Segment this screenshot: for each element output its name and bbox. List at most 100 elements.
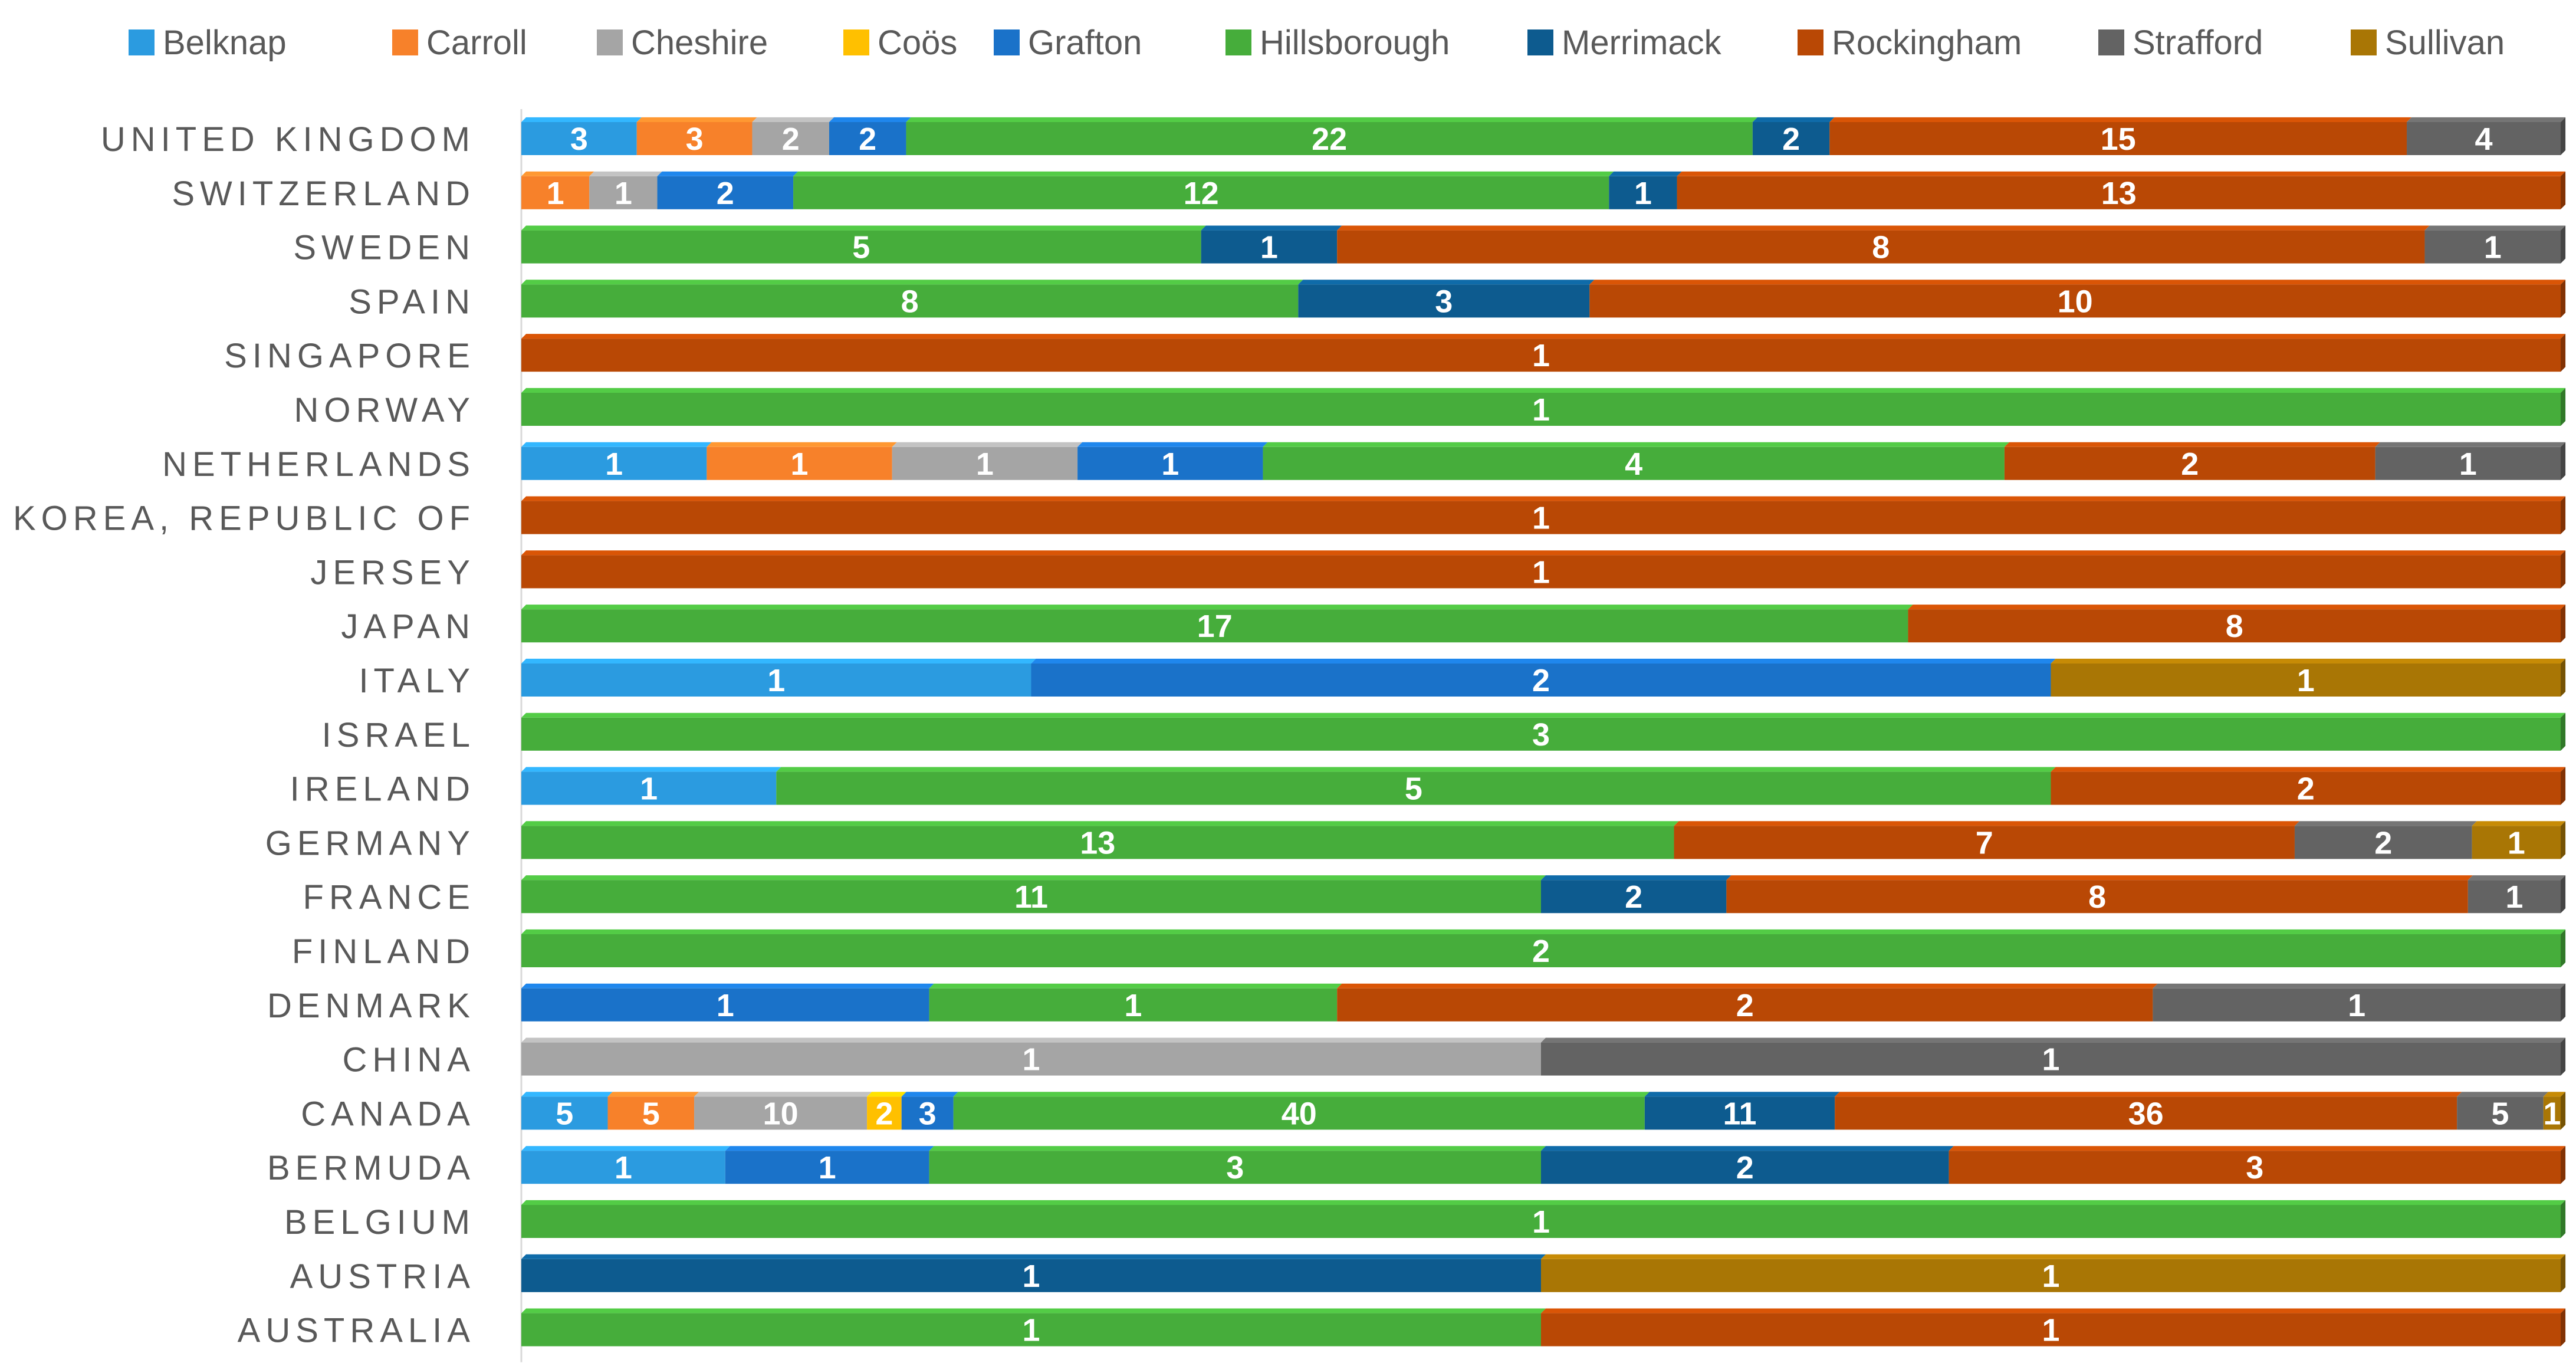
data-label-united-kingdom-rockingham: 15 <box>2101 121 2136 157</box>
bar-segment-canada-strafford <box>2457 1092 2548 1130</box>
data-label-canada-carroll: 5 <box>642 1096 660 1131</box>
bar-segment-germany-rockingham <box>1674 821 2300 859</box>
bar-front-face <box>1949 1151 2561 1184</box>
legend-label-sullivan: Sullivan <box>2385 24 2505 62</box>
bar-front-face <box>1541 1151 1949 1184</box>
bar-top-face <box>1908 605 2566 610</box>
data-label-switzerland-grafton: 2 <box>717 176 734 211</box>
bar-segment-canada-belknap <box>521 1092 613 1130</box>
data-label-finland-hillsborough: 2 <box>1532 934 1550 969</box>
bar-segment-ireland-hillsborough <box>776 767 2056 805</box>
bar-top-face <box>2543 1092 2566 1097</box>
bar-side-face <box>2561 605 2566 643</box>
bar-front-face <box>521 176 590 209</box>
bar-top-face <box>707 442 897 447</box>
data-label-bermuda-hillsborough: 3 <box>1226 1150 1244 1185</box>
bar-front-face <box>707 446 892 480</box>
bar-top-face <box>776 767 2056 772</box>
bar-top-face <box>521 280 1303 285</box>
data-label-belgium-hillsborough: 1 <box>1532 1204 1550 1240</box>
category-label-netherlands: NETHERLANDS <box>162 445 475 484</box>
data-label-bermuda-belknap: 1 <box>615 1150 632 1185</box>
bar-top-face <box>521 387 2566 393</box>
bar-top-face <box>521 1200 2566 1205</box>
data-label-denmark-grafton: 1 <box>717 988 734 1023</box>
bar-top-face <box>752 117 834 122</box>
data-label-bermuda-rockingham: 3 <box>2246 1150 2263 1185</box>
bar-side-face <box>2561 496 2566 534</box>
data-label-spain-merrimack: 3 <box>1435 284 1453 319</box>
bar-segment-switzerland-rockingham <box>1677 171 2566 209</box>
data-label-austria-merrimack: 1 <box>1022 1259 1040 1294</box>
bar-top-face <box>1031 658 2056 664</box>
category-label-ireland: IRELAND <box>290 770 475 809</box>
bar-top-face <box>929 983 1342 988</box>
bar-top-face <box>521 550 2566 556</box>
data-label-sweden-rockingham: 8 <box>1872 230 1890 265</box>
data-label-italy-grafton: 2 <box>1532 663 1550 698</box>
data-label-germany-rockingham: 7 <box>1976 825 1993 861</box>
bar-side-face <box>2561 1092 2566 1130</box>
bar-front-face <box>1609 176 1677 209</box>
data-label-united-kingdom-strafford: 4 <box>2475 121 2492 157</box>
bar-segment-japan-rockingham <box>1908 605 2566 643</box>
bar-top-face <box>2153 983 2566 988</box>
bar-segment-germany-hillsborough <box>521 821 1679 859</box>
bar-top-face <box>2294 821 2477 826</box>
data-label-norway-hillsborough: 1 <box>1532 392 1550 428</box>
data-label-israel-hillsborough: 3 <box>1532 717 1550 753</box>
bar-front-face <box>2051 771 2561 805</box>
bar-front-face <box>521 988 929 1022</box>
bar-front-face <box>2051 664 2561 697</box>
bar-top-face <box>521 225 1206 231</box>
data-label-bermuda-merrimack: 2 <box>1736 1150 1754 1185</box>
bars <box>521 117 2566 1346</box>
data-label-australia-rockingham: 1 <box>2042 1313 2059 1348</box>
bar-segment-belgium-hillsborough <box>521 1200 2566 1238</box>
data-label-france-hillsborough: 11 <box>1014 879 1048 915</box>
bar-front-face <box>1589 284 2561 318</box>
data-label-france-rockingham: 8 <box>2088 879 2106 915</box>
bar-segment-china-strafford <box>1541 1037 2566 1076</box>
bar-side-face <box>2561 1146 2566 1184</box>
bar-front-face <box>1677 176 2561 209</box>
bar-segment-israel-hillsborough <box>521 712 2566 751</box>
bar-segment-germany-strafford <box>2294 821 2477 859</box>
bar-top-face <box>521 983 934 988</box>
bar-top-face <box>1726 875 2473 881</box>
legend: Belknap Carroll Cheshire Coös Grafton Hillsbo… <box>129 24 2505 62</box>
category-label-jersey: JERSEY <box>310 553 475 592</box>
data-label-netherlands-belknap: 1 <box>605 446 623 482</box>
bar-side-face <box>2561 387 2566 426</box>
bar-front-face <box>829 122 906 155</box>
legend-label-rockingham: Rockingham <box>1832 24 2022 62</box>
bar-segment-netherlands-grafton <box>1077 442 1268 480</box>
bar-segment-australia-rockingham <box>1541 1308 2566 1346</box>
bar-top-face <box>636 117 757 122</box>
bar-top-face <box>2051 767 2566 772</box>
data-label-canada-co-s: 2 <box>875 1096 893 1131</box>
bar-front-face <box>521 880 1541 914</box>
bar-segment-france-rockingham <box>1726 875 2473 914</box>
data-label-china-cheshire: 1 <box>1022 1042 1040 1078</box>
data-label-canada-cheshire: 10 <box>763 1096 799 1131</box>
bar-top-face <box>2407 117 2566 122</box>
bar-side-face <box>2561 117 2566 155</box>
bar-segment-canada-rockingham <box>1835 1092 2462 1130</box>
bar-top-face <box>1644 1092 1840 1097</box>
bar-front-face <box>1726 880 2468 914</box>
bar-top-face <box>521 821 1679 826</box>
bar-front-face <box>607 1096 695 1130</box>
bar-front-face <box>1835 1096 2457 1130</box>
bar-segment-bermuda-grafton <box>725 1146 934 1184</box>
bar-side-face <box>2561 875 2566 914</box>
bar-segment-switzerland-grafton <box>657 171 799 209</box>
bar-front-face <box>521 339 2561 372</box>
data-label-united-kingdom-cheshire: 2 <box>782 121 800 157</box>
bar-front-face <box>2294 826 2472 859</box>
bar-segment-australia-hillsborough <box>521 1308 1546 1346</box>
bar-top-face <box>1263 442 2010 447</box>
bar-top-face <box>521 117 642 122</box>
bar-top-face <box>521 171 594 176</box>
data-label-switzerland-hillsborough: 12 <box>1184 176 1219 211</box>
